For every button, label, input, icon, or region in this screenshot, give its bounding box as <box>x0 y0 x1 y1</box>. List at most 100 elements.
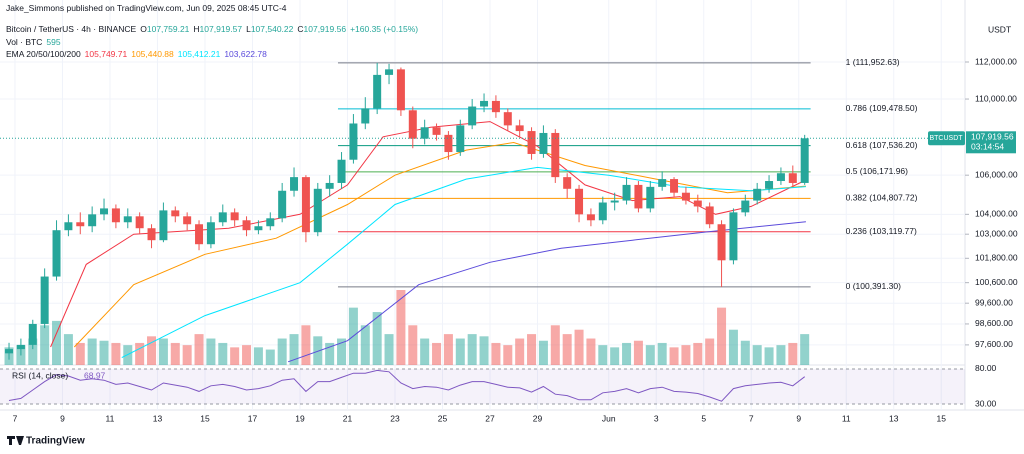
candle <box>693 194 702 213</box>
volume-bar <box>28 338 38 365</box>
volume-bar <box>705 338 715 365</box>
volume-bar <box>443 334 453 365</box>
volume-bar <box>432 342 442 365</box>
candle-body <box>634 184 643 209</box>
x-tick-label: 5 <box>701 413 706 423</box>
volume-bar <box>337 338 347 365</box>
candle <box>195 220 204 251</box>
volume-bar <box>384 334 394 365</box>
candle <box>800 134 809 185</box>
ohlc-key: O <box>140 24 147 34</box>
symbol-line: Bitcoin / TetherUS · 4h · BINANCE O107,75… <box>6 24 418 34</box>
candle-body <box>420 127 429 139</box>
footer-logo: TradingView <box>7 436 85 447</box>
candle <box>111 204 120 229</box>
candle <box>278 182 287 223</box>
candle <box>598 196 607 225</box>
x-tick-label: 23 <box>390 413 400 423</box>
volume-bar <box>610 347 620 365</box>
candle <box>16 338 25 356</box>
candle <box>206 216 215 249</box>
candle <box>527 127 536 160</box>
candle <box>123 208 132 229</box>
candle-body <box>753 188 762 201</box>
candle <box>254 220 263 235</box>
candle <box>183 212 192 231</box>
volume-bar <box>372 312 382 365</box>
volume-bar <box>360 325 370 365</box>
candle <box>301 175 310 243</box>
rsi-tick-label: 80.00 <box>975 363 997 373</box>
candle-body <box>361 108 370 124</box>
fib-label: 0.786 (109,478.50) <box>846 103 918 113</box>
volume-bar <box>788 342 798 365</box>
volume-bar <box>277 338 287 365</box>
candle-body <box>658 179 667 187</box>
ema-line <box>73 141 806 348</box>
volume-bar <box>111 342 121 365</box>
candle <box>159 202 168 243</box>
y-tick-label: 98,600.00 <box>975 318 1013 328</box>
ema-line: EMA 20/50/100/200 105,749.71 105,440.88 105… <box>6 49 267 59</box>
candle <box>325 175 334 197</box>
candle <box>788 165 797 187</box>
candle <box>444 131 453 160</box>
rsi-label: RSI (14, close) <box>12 370 68 380</box>
candle <box>741 194 750 217</box>
candle-body <box>765 181 774 189</box>
volume-bar <box>135 342 145 365</box>
ema-line <box>287 221 806 363</box>
volume-bar <box>693 342 703 365</box>
candle <box>52 220 61 281</box>
candle <box>313 182 322 237</box>
x-tick-label: 9 <box>60 413 65 423</box>
candle-body <box>52 230 61 277</box>
candle <box>349 114 358 164</box>
candle-body <box>575 188 584 215</box>
candle <box>5 342 14 360</box>
candle-body <box>563 177 572 189</box>
candle <box>468 99 477 130</box>
candle <box>218 204 227 227</box>
volume-bar <box>289 334 299 365</box>
candle-body <box>586 214 595 221</box>
candle <box>551 129 560 183</box>
candle <box>373 62 382 115</box>
candle-body <box>147 228 156 241</box>
candle <box>88 206 97 233</box>
candle <box>64 214 73 237</box>
candle-body <box>123 216 132 223</box>
candle <box>503 108 512 132</box>
candle-body <box>515 125 524 132</box>
candle <box>515 119 524 137</box>
ema-value: 105,440.88 <box>131 49 174 59</box>
candle-body <box>456 125 465 153</box>
volume-bar <box>75 342 85 365</box>
fib-label: 0.618 (107,536.20) <box>846 140 918 150</box>
vol-value: 595 <box>46 37 61 47</box>
candle <box>432 123 441 141</box>
y-tick-label: 99,600.00 <box>975 297 1013 307</box>
ohlc-value: 107,919.56 <box>303 24 347 34</box>
candle <box>575 184 584 223</box>
volume-bar <box>562 334 572 365</box>
ohlc-item: L107,540.22 <box>246 24 293 34</box>
volume-bar <box>538 340 548 365</box>
candle-body <box>468 106 477 126</box>
volume-bar <box>645 345 655 365</box>
volume-bar <box>491 342 501 365</box>
ema-value: 105,749.71 <box>84 49 128 59</box>
volume-bar <box>63 334 73 365</box>
candle-body <box>670 179 679 193</box>
candle-body <box>28 323 37 345</box>
x-tick-label: 25 <box>438 413 448 423</box>
candle-body <box>266 218 275 227</box>
ema-value: 103,622.78 <box>224 49 267 59</box>
volume-bar <box>717 307 727 365</box>
x-tick-label: Jun <box>602 413 616 423</box>
candle <box>456 119 465 156</box>
volume-bar <box>550 325 560 365</box>
x-tick-label: 29 <box>533 413 543 423</box>
candle-body <box>218 212 227 223</box>
